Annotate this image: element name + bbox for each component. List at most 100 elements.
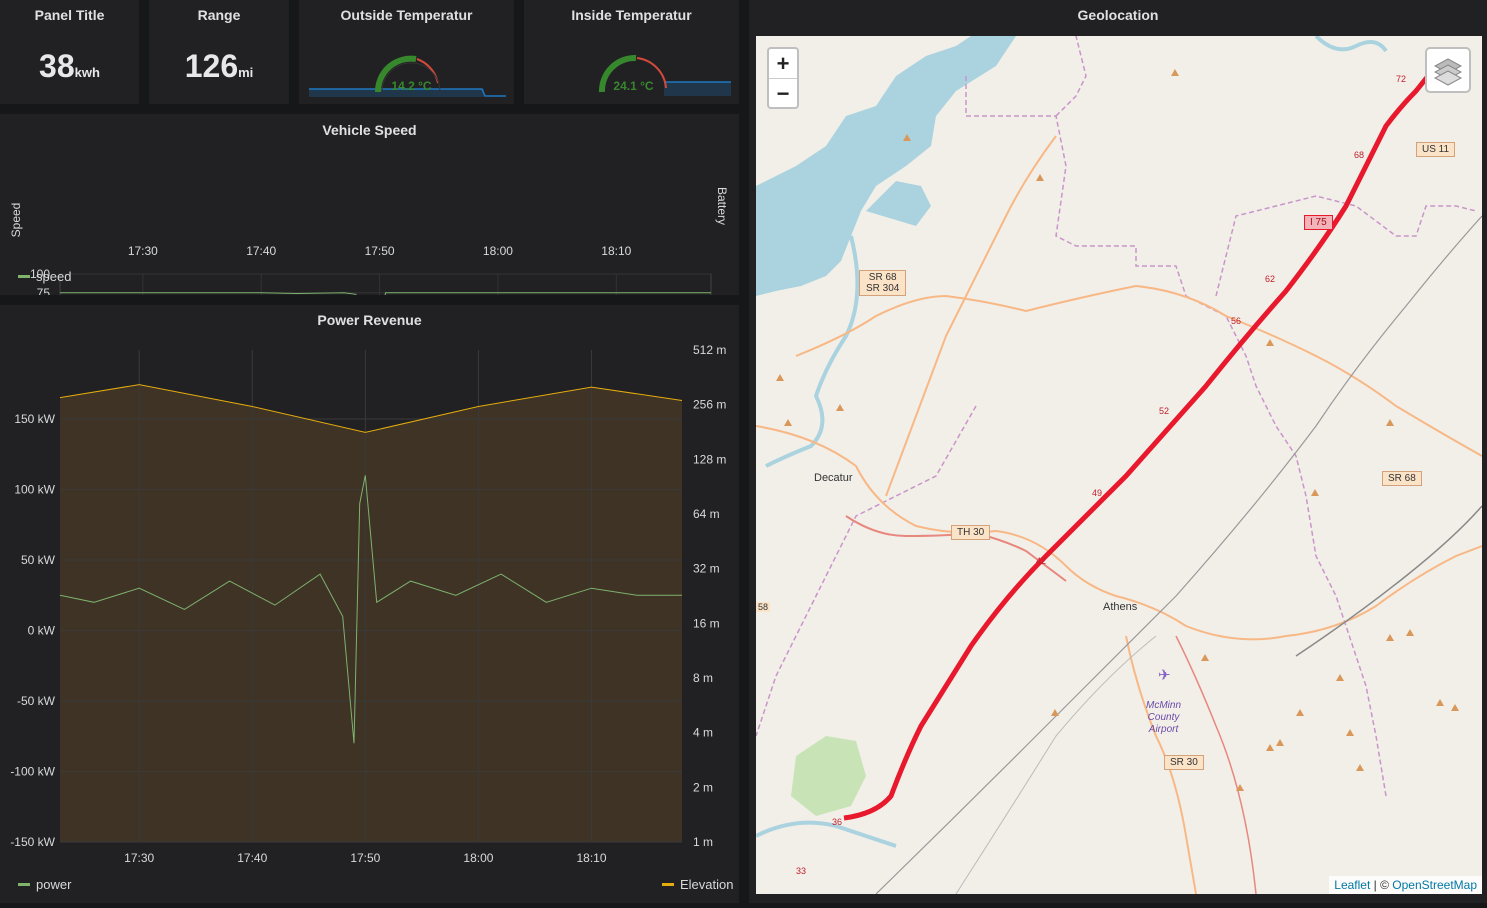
county-boundary	[1055, 36, 1087, 117]
gauge-panel-outside: Outside Temperatur 14.2 °C	[299, 0, 514, 104]
power-revenue-panel: Power Revenue 150 kW 100 kW 50 kW 0 kW -50 k…	[0, 305, 739, 903]
stat-panel-range: Range 126mi	[149, 0, 289, 104]
gauge-arc-red	[636, 57, 667, 89]
y2-axis-label: Battery	[715, 187, 729, 225]
interstate-route	[843, 74, 1430, 821]
road-orange	[795, 284, 1482, 457]
legend-swatch	[662, 883, 674, 886]
river-top	[1314, 36, 1388, 53]
layers-icon	[1433, 58, 1463, 86]
osm-link[interactable]: OpenStreetMap	[1392, 878, 1477, 892]
power-chart[interactable]: 150 kW 100 kW 50 kW 0 kW -50 kW -100 kW -150 k…	[0, 305, 739, 903]
map-exit-42: 42	[1036, 556, 1047, 566]
map-exit-72: 72	[1396, 74, 1407, 84]
road-orange	[1125, 635, 1197, 894]
speed-legend[interactable]: speed	[18, 269, 71, 284]
speed-series-line	[60, 292, 711, 295]
layers-button[interactable]	[1425, 47, 1471, 93]
stat-value: 126mi	[149, 48, 289, 85]
map-exit-56: 56	[1231, 316, 1242, 326]
map-label-athens: Athens	[1103, 601, 1138, 613]
y2-tick-label: 4 m	[693, 726, 713, 740]
map-airport-icon: ✈	[1158, 667, 1171, 684]
railway	[1295, 505, 1482, 657]
y2-tick-label: 64 m	[693, 507, 720, 521]
road-orange	[885, 135, 1057, 497]
y2-tick-label: 256 m	[693, 398, 726, 412]
y-tick-label: -50 kW	[17, 694, 56, 708]
shield-line: SR 304	[866, 283, 900, 294]
county-boundary	[965, 76, 1387, 797]
stat-number: 38	[39, 48, 75, 84]
map-shield-th30: TH 30	[951, 525, 991, 540]
panel-title[interactable]: Vehicle Speed	[322, 122, 417, 138]
power-legend[interactable]: power	[18, 877, 71, 892]
y2-tick-label: 32 m	[693, 562, 720, 576]
gauge-sparkline-fill	[309, 89, 484, 97]
panel-title[interactable]: Inside Temperatur	[571, 7, 692, 23]
map-shield-sr68-east: SR 68	[1382, 471, 1422, 486]
map-exit-62: 62	[1265, 274, 1276, 284]
gauge-panel-inside: Inside Temperatur 24.1 °C	[524, 0, 739, 104]
y-tick-label: 100	[30, 267, 50, 281]
y-tick-label: 75	[37, 286, 51, 295]
y2-tick-label: 1 m	[693, 835, 713, 849]
y-axis-label: Speed	[9, 203, 23, 238]
stat-panel-energy: Panel Title 38kwh	[0, 0, 139, 104]
y-tick-label: 100 kW	[14, 483, 55, 497]
stat-unit: mi	[238, 65, 254, 80]
airport-line: McMinn	[1146, 700, 1182, 711]
panel-title[interactable]: Power Revenue	[317, 312, 422, 328]
elevation-legend[interactable]: Elevation	[662, 877, 733, 892]
gauge-sparkline	[309, 88, 506, 97]
gauge-value: 14.2 °C	[391, 79, 432, 93]
map-shield-us11: US 11	[1416, 142, 1456, 157]
legend-swatch	[18, 883, 30, 886]
county-boundary	[1215, 195, 1477, 297]
map-label-airport: McMinn County Airport	[1146, 700, 1181, 736]
vehicle-speed-panel: Vehicle Speed 100755025017:3017:4017:501…	[0, 114, 739, 295]
x-tick-label: 18:10	[577, 851, 607, 865]
legend-label: speed	[36, 269, 72, 284]
y-tick-label: 50 kW	[21, 553, 56, 567]
map-exit-33: 33	[796, 866, 807, 876]
road-orange	[756, 425, 1482, 641]
map-exit-68: 68	[1354, 150, 1365, 160]
map-view[interactable]: Decatur Athens ✈ McMinn County Airport S…	[756, 36, 1482, 894]
park-area	[791, 736, 866, 816]
y2-tick-label: 16 m	[693, 616, 720, 630]
lake-arm	[866, 181, 931, 226]
map-shield-i75: I 75	[1304, 215, 1333, 230]
legend-swatch	[18, 275, 30, 278]
map-attribution: Leaflet | © OpenStreetMap	[1329, 876, 1482, 894]
map-edge-58: 58	[756, 602, 771, 612]
y-tick-label: -150 kW	[10, 835, 55, 849]
lake	[756, 36, 1016, 296]
x-tick-label: 17:50	[350, 851, 380, 865]
zoom-in-button[interactable]: +	[776, 51, 790, 76]
x-tick-label: 18:00	[463, 851, 493, 865]
road-gray	[955, 635, 1157, 894]
map-exit-36: 36	[832, 817, 843, 827]
zoom-out-button[interactable]: −	[769, 78, 797, 107]
x-tick-label: 17:30	[124, 851, 154, 865]
panel-title[interactable]: Range	[197, 7, 241, 23]
leaflet-link[interactable]: Leaflet	[1334, 878, 1371, 892]
zoom-control: + −	[767, 47, 799, 109]
x-tick-label: 17:40	[246, 244, 276, 258]
map-label-decatur: Decatur	[814, 472, 853, 484]
elevation-series-area	[60, 384, 682, 842]
power-series-line	[59, 475, 682, 744]
elevation-series-line	[59, 384, 683, 433]
map-exit-49: 49	[1092, 488, 1103, 498]
shield-line: SR 68	[868, 272, 897, 283]
river	[765, 235, 860, 468]
panel-title[interactable]: Outside Temperatur	[340, 7, 473, 23]
plot-frame	[59, 273, 712, 295]
terrain-markers	[776, 69, 1459, 791]
gauge-arc-green	[598, 54, 637, 93]
panel-title[interactable]: Panel Title	[34, 7, 105, 23]
stat-unit: kwh	[74, 65, 100, 80]
panel-title[interactable]: Geolocation	[1077, 7, 1159, 23]
